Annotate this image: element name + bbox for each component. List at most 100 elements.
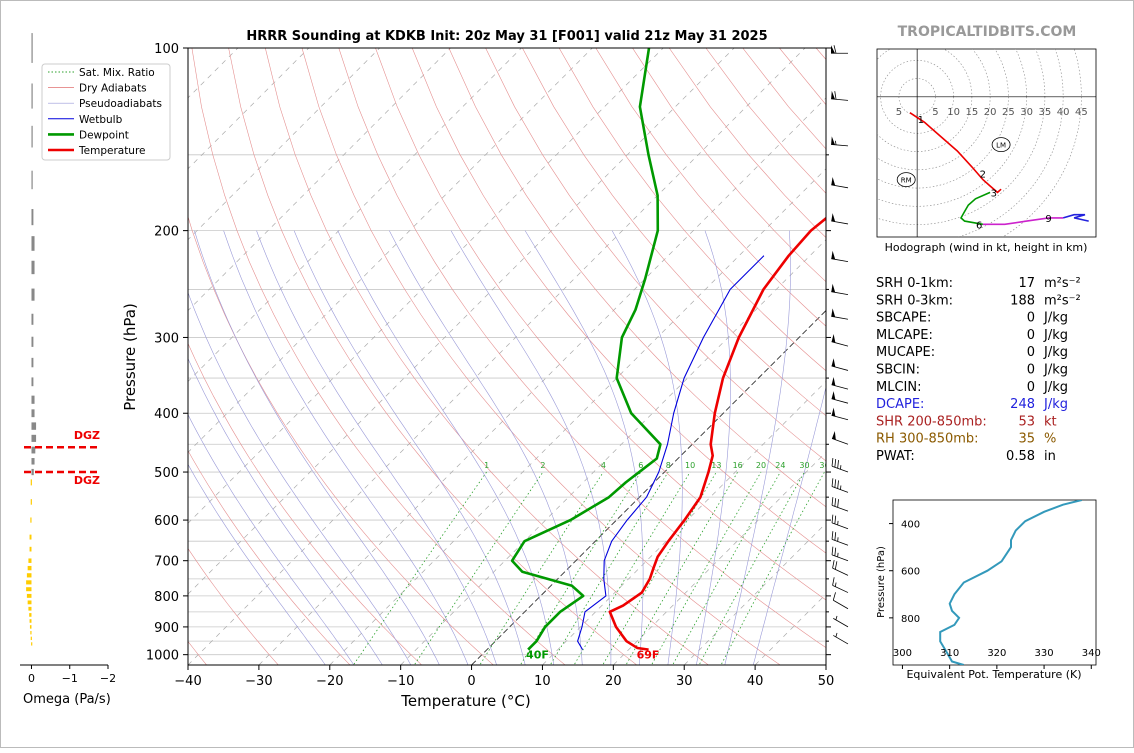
theta-e-y-tick-label: 600 (901, 567, 920, 578)
chart-title: HRRR Sounding at KDKB Init: 20z May 31 [… (246, 29, 767, 44)
hodograph-frame (877, 49, 1096, 237)
theta-e-x-tick-label: 320 (987, 648, 1006, 659)
index-unit: m²s⁻² (1044, 276, 1081, 291)
mixing-ratio-label: 13 (711, 461, 721, 470)
index-label: SRH 0-3km: (876, 293, 953, 308)
mixing-ratio-label: 20 (756, 461, 766, 470)
omega-bar (31, 499, 32, 505)
theta-e-ylabel: Pressure (hPa) (876, 546, 887, 618)
x-tick-label: −40 (174, 674, 201, 689)
omega-bar (30, 625, 32, 628)
omega-bar (31, 209, 33, 225)
legend-label: Pseudoadiabats (79, 98, 162, 110)
omega-bar (31, 171, 32, 189)
x-tick-label: −30 (245, 674, 272, 689)
theta-e-x-tick-label: 330 (1035, 648, 1054, 659)
theta-e-frame (893, 500, 1096, 665)
omega-bar (30, 619, 32, 623)
index-row: RH 300-850mb:35% (876, 432, 1056, 447)
mixing-ratio-label: 30 (799, 461, 809, 470)
hodograph-ring-label: 5 (896, 107, 902, 118)
hodograph-height-label: 3 (991, 188, 997, 199)
x-tick-label: −10 (387, 674, 414, 689)
omega-bar (27, 594, 32, 598)
mixing-ratio-label: 1 (484, 461, 489, 470)
omega-bar (30, 631, 31, 634)
mixing-ratio-label: 2 (540, 461, 545, 470)
index-label: DCAPE: (876, 397, 924, 412)
index-value: 17 (1018, 276, 1035, 291)
y-tick-label: 1000 (146, 649, 179, 664)
y-tick-label: 600 (154, 514, 179, 529)
hodograph-ring-label: 25 (1002, 107, 1015, 118)
y-tick-label: 100 (154, 42, 179, 57)
omega-bar (30, 547, 32, 552)
hodograph-ring-label: 45 (1075, 107, 1088, 118)
omega-bar (31, 469, 33, 475)
theta-e-x-tick-label: 300 (893, 648, 912, 659)
hodograph-ring-label: 5 (932, 107, 938, 118)
omega-tick-label: −2 (100, 672, 116, 685)
omega-bar (26, 587, 31, 591)
index-label: MUCAPE: (876, 345, 935, 360)
index-unit: J/kg (1043, 311, 1068, 326)
index-label: MLCAPE: (876, 328, 933, 343)
index-value: 0.58 (1006, 449, 1035, 464)
surface-temp-label: 69F (637, 649, 660, 662)
omega-bar (31, 396, 34, 404)
theta-e-y-tick-label: 800 (901, 614, 920, 625)
site-credit: TROPICALTIDBITS.COM (898, 24, 1077, 40)
omega-tick-label: 0 (28, 672, 35, 685)
index-unit: J/kg (1043, 380, 1068, 395)
omega-bar (28, 558, 31, 562)
x-tick-label: 0 (467, 674, 475, 689)
index-label: SBCAPE: (876, 311, 931, 326)
index-value: 0 (1027, 380, 1035, 395)
omega-bar (31, 358, 33, 367)
omega-bar (31, 289, 34, 301)
y-tick-label: 700 (154, 555, 179, 570)
mixing-ratio-label: 4 (601, 461, 606, 470)
index-value: 248 (1010, 397, 1035, 412)
index-value: 188 (1010, 293, 1035, 308)
omega-bar (28, 607, 31, 611)
index-unit: in (1044, 449, 1056, 464)
storm-motion-label: RM (901, 177, 912, 185)
hodograph-ring-label: 30 (1020, 107, 1033, 118)
theta-e-y-tick-label: 400 (901, 520, 920, 531)
omega-bar (31, 83, 32, 108)
index-unit: kt (1044, 414, 1057, 429)
theta-e-x-tick-label: 310 (940, 648, 959, 659)
y-tick-label: 800 (154, 590, 179, 605)
index-value: 0 (1027, 328, 1035, 343)
omega-bar (31, 314, 33, 325)
index-row: SHR 200-850mb: 53 kt (876, 414, 1057, 429)
omega-bar (28, 566, 32, 570)
index-label: SHR 200-850mb: (876, 414, 987, 429)
index-label: SRH 0-1km: (876, 276, 953, 291)
y-tick-label: 400 (154, 407, 179, 422)
omega-bar (31, 479, 32, 485)
y-tick-label: 200 (154, 225, 179, 240)
index-unit: J/kg (1043, 328, 1068, 343)
omega-tick-label: −1 (62, 672, 78, 685)
x-tick-label: 40 (747, 674, 764, 689)
index-value: 35 (1018, 432, 1035, 447)
x-tick-label: 10 (534, 674, 551, 689)
x-axis-label: Temperature (°C) (400, 692, 530, 710)
mixing-ratio-label: 8 (666, 461, 671, 470)
index-value: 53 (1018, 414, 1035, 429)
hodograph-height-label: 1 (918, 115, 924, 126)
storm-motion-label: LM (996, 142, 1006, 150)
hodograph-ring-label: 40 (1057, 107, 1070, 118)
omega-bar (28, 600, 32, 604)
legend-label: Dewpoint (79, 129, 129, 141)
omega-axis-label: Omega (Pa/s) (23, 692, 111, 707)
omega-bar (31, 261, 34, 274)
index-label: RH 300-850mb: (876, 432, 979, 447)
omega-bar (27, 573, 32, 577)
omega-bar (31, 126, 32, 148)
surface-dew-label: 40F (526, 649, 549, 662)
mixing-ratio-label: 16 (733, 461, 743, 470)
